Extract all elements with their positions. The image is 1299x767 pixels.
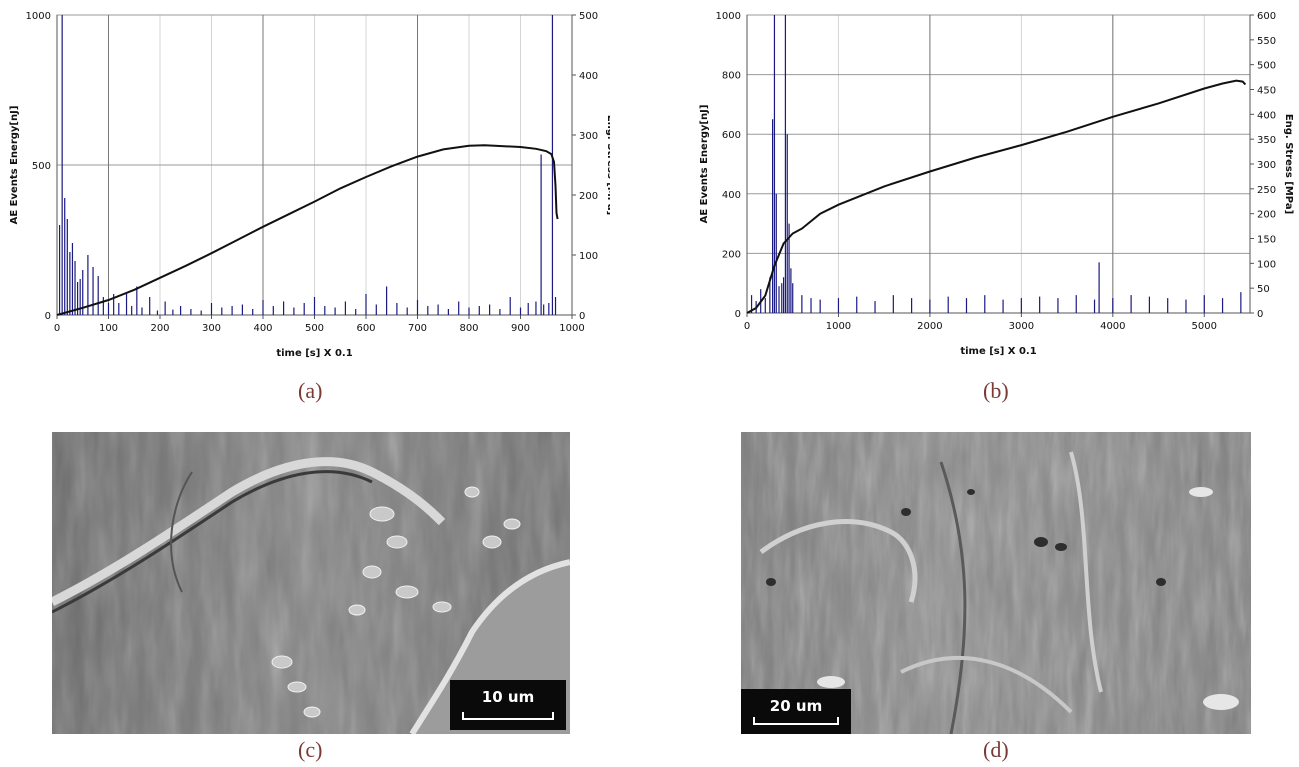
y-tick-label: 500	[32, 161, 51, 172]
y2-tick-label: 100	[1257, 259, 1276, 270]
x-tick-label: 400	[253, 323, 272, 334]
sem-image-c: 10 um	[52, 432, 570, 734]
x-tick-label: 200	[150, 323, 169, 334]
y-tick-label: 400	[722, 190, 741, 201]
y2-tick-label: 400	[1257, 110, 1276, 121]
y2-tick-label: 600	[1257, 11, 1276, 22]
y-tick-label: 0	[735, 309, 741, 320]
y2-tick-label: 0	[579, 311, 585, 322]
x-axis-label: time [s] X 0.1	[276, 348, 352, 359]
sem-image-d: 20 um	[741, 432, 1251, 734]
scale-bar-c-label: 10 um	[481, 688, 535, 706]
x-tick-label: 900	[511, 323, 530, 334]
plot-area	[746, 14, 1251, 314]
y2-tick-label: 100	[579, 251, 598, 262]
chart-a: 0 100 200 300 400 500 600 700 800 900 100005001000…	[9, 11, 610, 359]
y2-tick-label: 500	[1257, 61, 1276, 72]
y2-tick-label: 200	[579, 191, 598, 202]
x-tick-label: 1000	[559, 323, 584, 334]
x-tick-label: 300	[202, 323, 221, 334]
x-axis-label: time [s] X 0.1	[960, 346, 1036, 357]
y2-axis-label: Eng. Stress [MPa]	[1283, 114, 1294, 214]
y-tick-label: 1000	[26, 11, 51, 22]
y-tick-label: 200	[722, 249, 741, 260]
stress-curve	[746, 79, 1247, 314]
y-tick-label: 1000	[716, 11, 741, 22]
y2-tick-label: 350	[1257, 135, 1276, 146]
y2-tick-label: 400	[579, 71, 598, 82]
x-tick-label: 800	[459, 323, 478, 334]
x-tick-label: 0	[54, 323, 60, 334]
y-tick-label: 600	[722, 130, 741, 141]
x-tick-label: 700	[408, 323, 427, 334]
scale-bar-d-label: 20 um	[769, 697, 823, 715]
scale-bar-c: 10 um	[450, 680, 566, 730]
y2-axis-label: Eng. Stress [MPa]	[605, 115, 610, 215]
x-tick-label: 1000	[826, 321, 851, 332]
stress-curve	[56, 144, 559, 316]
panel-label-d: (d)	[983, 737, 1009, 762]
x-tick-label: 3000	[1009, 321, 1034, 332]
y2-tick-label: 150	[1257, 235, 1276, 246]
x-tick-label: 0	[744, 321, 750, 332]
y-axis-label: AE Events Energy[nJ]	[9, 106, 20, 225]
y2-tick-label: 300	[579, 131, 598, 142]
y2-tick-label: 300	[1257, 160, 1276, 171]
x-tick-label: 100	[99, 323, 118, 334]
x-tick-label: 2000	[917, 321, 942, 332]
panel-label-b: (b)	[983, 378, 1009, 403]
panel-label-c: (c)	[298, 737, 323, 762]
x-tick-label: 500	[305, 323, 324, 334]
chart-b: 0 1000 2000 3000 4000 5000 0 200 400 600 800 1000 0 5…	[699, 11, 1294, 357]
y2-tick-label: 500	[579, 11, 598, 22]
y2-tick-label: 450	[1257, 86, 1276, 97]
y-tick-label: 800	[722, 71, 741, 82]
y2-tick-label: 250	[1257, 185, 1276, 196]
x-tick-label: 5000	[1192, 321, 1217, 332]
y-axis-label: AE Events Energy[nJ]	[699, 105, 710, 224]
y2-tick-label: 200	[1257, 210, 1276, 221]
y2-tick-label: 550	[1257, 36, 1276, 47]
y2-tick-label: 0	[1257, 309, 1263, 320]
y-tick-label: 0	[45, 311, 51, 322]
x-tick-label: 4000	[1100, 321, 1125, 332]
x-tick-label: 600	[356, 323, 375, 334]
panel-label-a: (a)	[298, 378, 323, 403]
scale-bar-d: 20 um	[741, 689, 851, 734]
y2-tick-label: 50	[1257, 284, 1270, 295]
